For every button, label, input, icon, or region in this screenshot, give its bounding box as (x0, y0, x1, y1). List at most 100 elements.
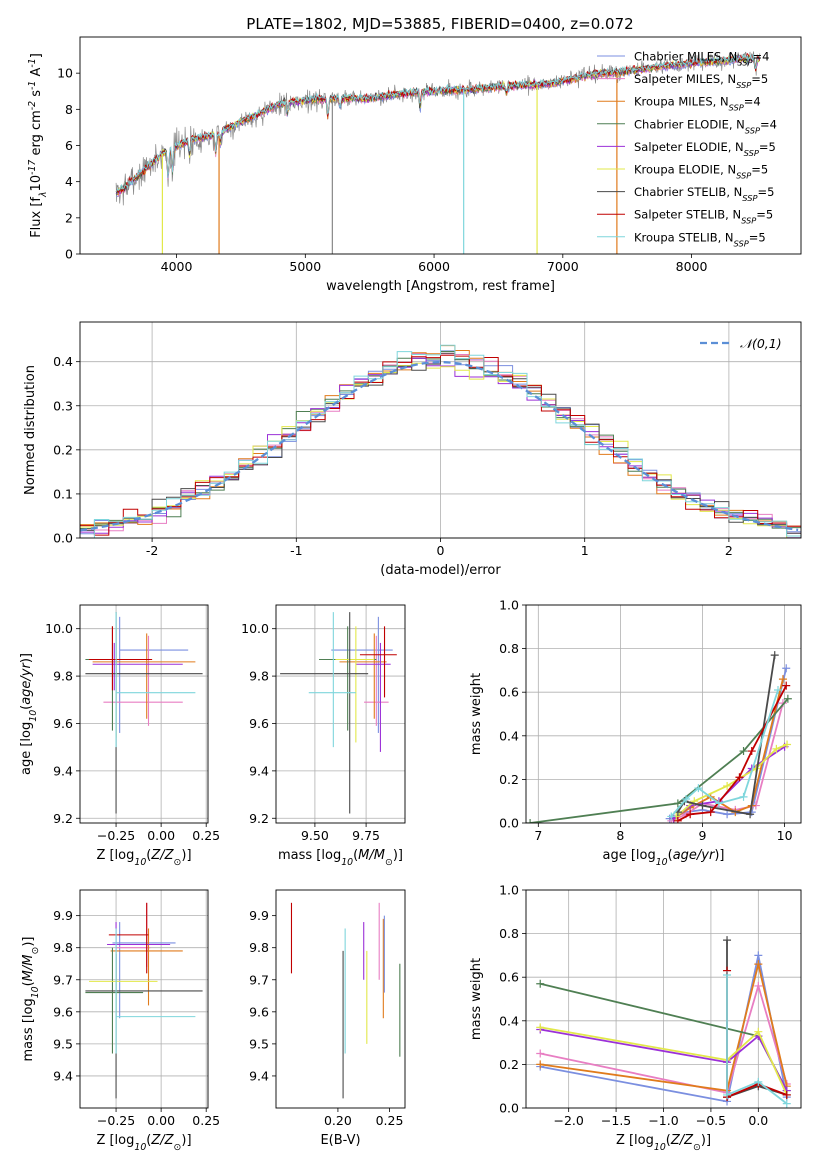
residuals-ylabel: Normed distribution (23, 365, 38, 495)
age_vs_mass-plot-area (280, 612, 397, 814)
age_vs_mass-ytick-label: 9.4 (249, 763, 269, 778)
mass_weight_vs_age-ytick-label: 0.2 (499, 772, 519, 787)
spectrum-ytick-label: 6 (65, 138, 73, 153)
mass-weight-marker (783, 694, 792, 703)
mass_weight_vs_Z-ylabel: mass weight (469, 958, 484, 1040)
spectrum-ytick-label: 8 (65, 102, 73, 117)
mass_vs_Z-ytick-label: 9.5 (53, 1036, 73, 1051)
age_vs_mass-ytick-label: 9.6 (249, 716, 269, 731)
mass_weight_vs_age-frame (525, 604, 802, 824)
mass-weight-marker (782, 1099, 791, 1108)
residual-histogram (80, 354, 801, 536)
mass_vs_Z-ytick-label: 9.7 (53, 972, 73, 987)
residual-histogram (80, 357, 801, 538)
spectrum-xtick-label: 5000 (289, 259, 321, 274)
mass-weight-marker (698, 801, 707, 810)
mass_weight_vs_Z-ytick-label: 0.2 (499, 1057, 519, 1072)
residuals-xtick-label: -1 (290, 543, 302, 558)
residuals-frame (79, 321, 802, 539)
legend-label: Chabrier MILES, NSSP=4 (634, 50, 769, 68)
age_vs_mass-xlabel: mass [log10(M/M⊙)] (278, 848, 403, 868)
mass-weight-line (726, 975, 788, 1105)
age_vs_mass-xtick-label: 9.50 (301, 828, 329, 843)
mass_vs_Z-ytick-label: 9.9 (53, 908, 73, 923)
mass_weight_vs_age-xlabel: age [log10(age/yr)] (602, 848, 724, 868)
mass_weight_vs_Z-ytick-label: 0.6 (499, 970, 519, 985)
mass_vs_ebv-axes: 0.20 0.25 9.4 9.5 9.6 9.7 9.8 9.9 E(B-V) (249, 889, 406, 1148)
mass-weight-marker (723, 971, 732, 980)
mass-weight-marker (782, 1090, 791, 1099)
legend-label: Salpeter STELIB, NSSP=5 (634, 208, 773, 226)
mass-weight-marker (754, 981, 763, 990)
mass-weight-line (540, 963, 788, 1092)
mass-weight-marker (536, 1049, 545, 1058)
age_vs_mass-xtick-label: 9.75 (352, 828, 380, 843)
residuals-xtick-label: 1 (581, 543, 589, 558)
mass-weight-marker (682, 795, 691, 804)
mass-weight-marker (714, 799, 723, 808)
age_vs_Z-ytick-label: 9.8 (53, 669, 73, 684)
mass_weight_vs_age-xtick-label: 8 (616, 828, 624, 843)
mass_vs_ebv-plot-area (290, 902, 401, 1099)
mass-weight-marker (673, 816, 682, 823)
legend-label: Salpeter ELODIE, NSSP=5 (634, 140, 776, 158)
mass_vs_ebv-ytick-label: 9.6 (249, 1004, 269, 1019)
residuals-legend: 𝒩(0,1) (700, 336, 782, 351)
age_vs_mass-ytick-label: 9.8 (249, 669, 269, 684)
residual-histogram (80, 344, 801, 538)
mass_weight_vs_age-xtick-label: 10 (777, 828, 793, 843)
mass_vs_Z-frame (79, 889, 209, 1109)
mass-weight-marker (774, 686, 783, 695)
mass-weight-marker (673, 799, 682, 808)
mass-weight-marker (747, 747, 756, 756)
mass-weight-marker (754, 951, 763, 960)
mass_weight_vs_Z-ytick-label: 0.4 (499, 1013, 519, 1028)
mass-weight-marker (754, 1027, 763, 1036)
residuals-ytick-label: 0.2 (53, 442, 73, 457)
age_vs_Z-xtick-label: 0.00 (147, 828, 175, 843)
figure-title: PLATE=1802, MJD=53885, FIBERID=0400, z=0… (246, 15, 633, 33)
residuals-ytick-label: 0.0 (53, 531, 73, 546)
legend-label: Chabrier STELIB, NSSP=5 (634, 185, 774, 203)
age_vs_Z-ytick-label: 9.4 (53, 763, 73, 778)
legend-label: Kroupa ELODIE, NSSP=5 (634, 163, 768, 181)
mass-weight-line (673, 678, 784, 820)
age_vs_Z-ytick-label: 10.0 (45, 621, 73, 636)
spectrum-plot-area (115, 51, 761, 254)
spectrum-axes: 4000 5000 6000 7000 8000 0 2 4 6 8 10 wavelength [A… (27, 36, 802, 294)
spectrum-xtick-label: 4000 (161, 259, 193, 274)
mass-weight-marker (778, 675, 787, 684)
mass_weight_vs_age-ytick-label: 1.0 (499, 598, 519, 613)
mass_weight_vs_Z-ytick-label: 1.0 (499, 883, 519, 898)
mass_weight_vs_age-axes: 7 8 9 10 0.0 0.2 0.4 0.6 0.8 1.0 age [log10(age/yr… (469, 598, 802, 868)
age_vs_mass-ytick-label: 10.0 (241, 621, 269, 636)
mass_vs_Z-ytick-label: 9.6 (53, 1004, 73, 1019)
mass-weight-marker (782, 664, 791, 673)
mass-weight-marker (783, 740, 792, 749)
legend-label: Chabrier ELODIE, NSSP=4 (634, 117, 777, 135)
spectrum-ytick-label: 2 (65, 210, 73, 225)
age_vs_Z-plot-area (85, 612, 203, 814)
mass-weight-marker (754, 1077, 763, 1086)
mass-weight-marker (772, 744, 781, 753)
spectrum-frame (79, 36, 802, 255)
residuals-ytick-label: 0.3 (53, 398, 73, 413)
mass_weight_vs_Z-xtick-label: −0.5 (696, 1113, 726, 1128)
mass_weight_vs_age-ytick-label: 0.0 (499, 816, 519, 831)
mass-weight-marker (536, 979, 545, 988)
spectrum-xtick-label: 8000 (676, 259, 708, 274)
mass_weight_vs_Z-xlabel: Z [log10(Z/Z⊙)] (616, 1133, 711, 1153)
mass_weight_vs_age-ylabel: mass weight (469, 673, 484, 755)
mass-weight-line (540, 1026, 788, 1096)
age_vs_Z-xtick-label: −0.25 (97, 828, 135, 843)
mass_weight_vs_Z-xtick-label: −1.0 (648, 1113, 678, 1128)
mass_weight_vs_age-xtick-label: 9 (699, 828, 707, 843)
mass_vs_ebv-ytick-label: 9.5 (249, 1036, 269, 1051)
mass-weight-line (670, 689, 779, 818)
mass_weight_vs_age-xtick-label: 7 (534, 828, 542, 843)
legend-label: Kroupa MILES, NSSP=4 (634, 95, 761, 113)
residuals-xtick-label: 2 (725, 543, 733, 558)
mass_vs_Z-xtick-label: 0.25 (192, 1113, 220, 1128)
age_vs_mass-frame (275, 604, 406, 824)
